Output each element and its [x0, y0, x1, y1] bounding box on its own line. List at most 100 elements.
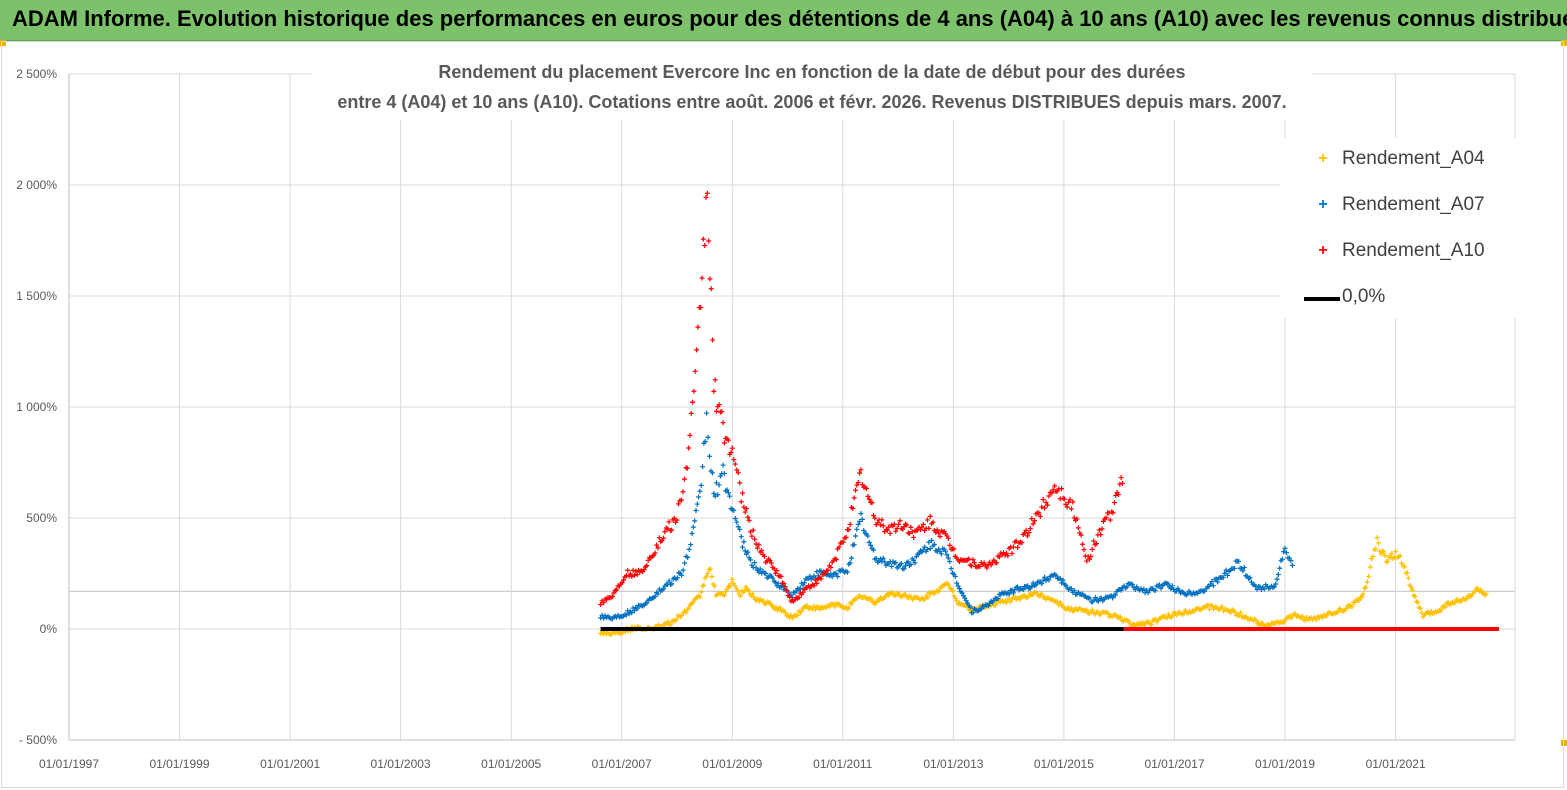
data-point: [1289, 562, 1295, 568]
data-point: [1068, 605, 1074, 611]
data-point: [1110, 510, 1116, 516]
data-point: [1206, 606, 1212, 612]
x-tick-label: 01/01/2007: [592, 757, 652, 771]
data-point: [959, 590, 965, 596]
data-point: [1070, 499, 1076, 505]
data-point: [625, 608, 631, 614]
data-point: [784, 588, 790, 594]
data-point: [886, 524, 892, 530]
data-point: [1283, 550, 1289, 556]
data-point: [1084, 558, 1090, 564]
data-point: [1468, 593, 1474, 599]
data-point: [735, 524, 741, 530]
data-point: [868, 542, 874, 548]
data-point: [1356, 597, 1362, 603]
data-point: [1063, 501, 1069, 507]
data-point: [742, 509, 748, 515]
data-point: [1224, 572, 1230, 578]
data-point: [641, 567, 647, 573]
data-point: [1231, 565, 1237, 571]
data-point: [1026, 593, 1032, 599]
data-point: [1060, 577, 1066, 583]
data-point: [1405, 575, 1411, 581]
data-point: [1210, 583, 1216, 589]
data-point: [818, 576, 824, 582]
data-point: [849, 555, 855, 561]
data-point: [675, 501, 681, 507]
data-point: [1464, 595, 1470, 601]
data-point: [761, 598, 767, 604]
data-point: [1232, 609, 1238, 615]
data-point: [725, 437, 731, 443]
data-point: [853, 487, 859, 493]
data-point: [1220, 574, 1226, 580]
data-point: [678, 497, 684, 503]
data-point: [634, 572, 640, 578]
data-point: [1352, 599, 1358, 605]
data-point: [1023, 527, 1029, 533]
data-point: [1271, 584, 1277, 590]
data-point: [1093, 595, 1099, 601]
data-point: [900, 526, 906, 532]
data-point: [1107, 517, 1113, 523]
data-point: [1059, 580, 1065, 586]
data-point: [843, 534, 849, 540]
data-point: [966, 556, 972, 562]
data-point: [655, 545, 661, 551]
data-point: [916, 550, 922, 556]
data-point: [1110, 595, 1116, 601]
data-point: [704, 410, 710, 416]
data-point: [704, 573, 710, 579]
corner-mark-bottom-right: [1561, 740, 1567, 746]
data-point: [1261, 586, 1267, 592]
data-point: [1324, 613, 1330, 619]
data-point: [1001, 550, 1007, 556]
data-point: [703, 194, 709, 200]
data-point: [700, 464, 706, 470]
data-point: [1257, 584, 1263, 590]
legend-label-a07: Rendement_A07: [1342, 194, 1485, 215]
data-point: [634, 606, 640, 612]
data-point: [601, 600, 607, 606]
data-point: [954, 580, 960, 586]
data-point: [781, 581, 787, 587]
data-point: [970, 610, 976, 616]
data-point: [699, 275, 705, 281]
data-point: [1364, 579, 1370, 585]
data-point: [686, 445, 692, 451]
data-point: [904, 522, 910, 528]
data-point: [697, 594, 703, 600]
legend-marker-a07: +: [1318, 196, 1328, 213]
data-point: [1408, 584, 1414, 590]
data-point: [1288, 558, 1294, 564]
data-point: [1098, 595, 1104, 601]
data-point: [1099, 526, 1105, 532]
data-point: [1165, 581, 1171, 587]
data-point: [938, 551, 944, 557]
data-point: [1169, 583, 1175, 589]
data-point: [1254, 586, 1260, 592]
data-point: [846, 527, 852, 533]
data-point: [1093, 541, 1099, 547]
data-point: [668, 622, 674, 628]
data-point: [1088, 553, 1094, 559]
data-point: [1087, 595, 1093, 601]
data-point: [633, 568, 639, 574]
data-point: [992, 602, 998, 608]
data-point: [1080, 541, 1086, 547]
banner-title: ADAM Informe. Evolution historique des p…: [12, 6, 1567, 31]
data-point: [1046, 577, 1052, 583]
data-point: [1152, 587, 1158, 593]
data-point: [708, 566, 714, 572]
data-point: [661, 535, 667, 541]
data-point: [1017, 596, 1023, 602]
data-point: [1247, 575, 1253, 581]
data-point: [1071, 515, 1077, 521]
data-point: [711, 388, 717, 394]
data-point: [737, 480, 743, 486]
data-point: [1040, 496, 1046, 502]
data-point: [752, 536, 758, 542]
data-point: [1393, 549, 1399, 555]
data-point: [1105, 610, 1111, 616]
data-point: [673, 617, 679, 623]
